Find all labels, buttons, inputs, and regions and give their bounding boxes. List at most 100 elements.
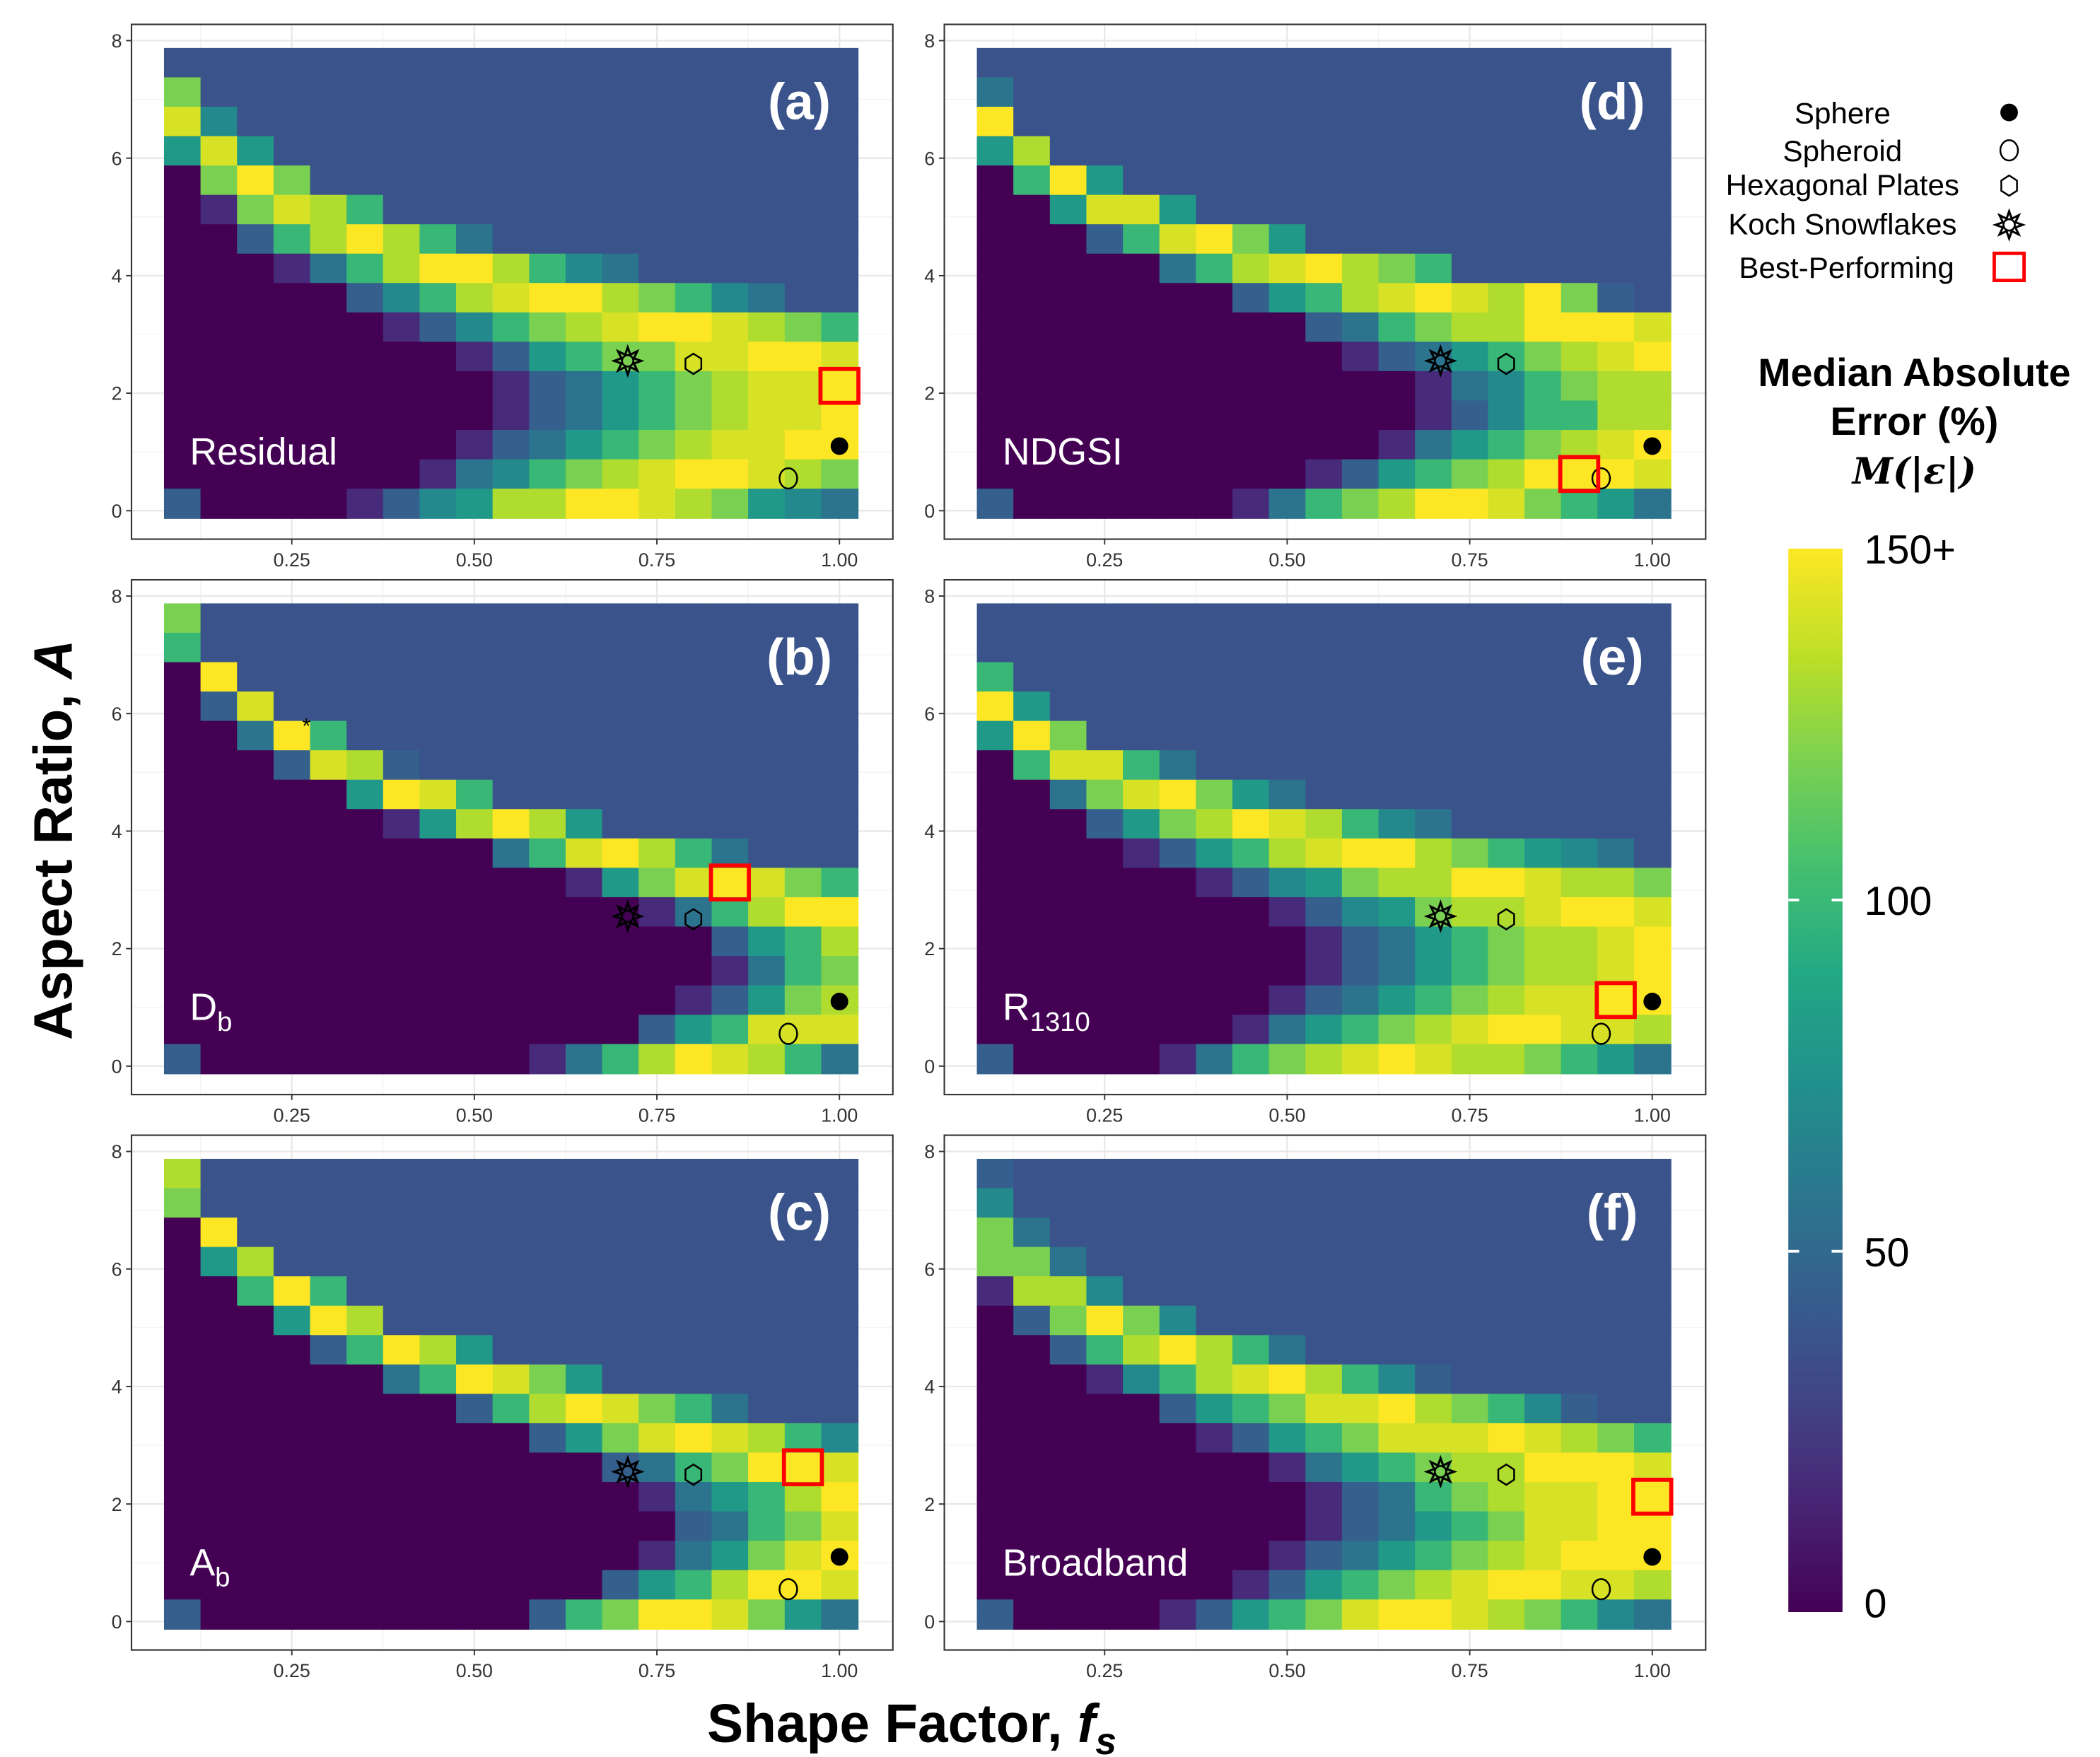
heatmap-cell [1378, 1511, 1416, 1542]
y-tick-label: 8 [924, 30, 935, 52]
heatmap-cell [1488, 1305, 1526, 1336]
heatmap-cell [163, 489, 202, 519]
x-axis-title-text: Shape Factor, [707, 1694, 1078, 1754]
heatmap-cell [200, 1599, 238, 1630]
heatmap-cell [602, 489, 640, 519]
heatmap-cell [638, 1218, 677, 1248]
heatmap-cell [1196, 1511, 1234, 1542]
heatmap-cell [1633, 1570, 1672, 1601]
heatmap-cell [1268, 1218, 1307, 1248]
heatmap-cell [273, 1335, 311, 1365]
heatmap-cell [1013, 47, 1051, 78]
heatmap-cell [1341, 194, 1379, 226]
heatmap-cell [163, 691, 202, 722]
heatmap-cell [346, 489, 384, 519]
heatmap-cell [346, 1218, 384, 1248]
heatmap-cell [237, 1015, 275, 1045]
heatmap-cell [976, 720, 1015, 752]
heatmap-cell [1305, 1247, 1343, 1278]
heatmap-cell [976, 1394, 1015, 1425]
heatmap-cell [675, 77, 713, 108]
marker-sphere [830, 437, 848, 455]
heatmap-cell [1123, 1364, 1160, 1395]
heatmap-cell [1086, 1423, 1124, 1454]
heatmap-cell [237, 632, 275, 663]
x-tick-label: 0.50 [456, 1104, 493, 1126]
heatmap-cell [821, 750, 859, 781]
heatmap-cell [383, 1599, 421, 1630]
heatmap-cell [1232, 194, 1270, 226]
heatmap-cell [1415, 489, 1452, 519]
heatmap-cell [1305, 632, 1343, 663]
heatmap-cell [1451, 1452, 1489, 1483]
heatmap-cell [1013, 868, 1051, 899]
heatmap-cell [1378, 1452, 1416, 1483]
heatmap-cell [529, 809, 567, 839]
heatmap-cell [1086, 779, 1124, 810]
heatmap-cell [529, 1044, 567, 1075]
heatmap-cell [1488, 1482, 1526, 1512]
heatmap-cell [1524, 1570, 1562, 1601]
y-tick-label: 6 [112, 148, 122, 169]
heatmap-cell [237, 342, 275, 373]
heatmap-cell [1633, 1482, 1672, 1512]
heatmap-cell [1451, 1188, 1489, 1219]
heatmap-cell [529, 779, 567, 810]
heatmap-cell [1597, 1511, 1635, 1542]
heatmap-cell [1196, 194, 1234, 226]
heatmap-cell [675, 1044, 713, 1075]
heatmap-cell [1415, 370, 1452, 402]
heatmap-cell [383, 136, 421, 167]
heatmap-cell [1159, 779, 1197, 810]
best-performing-box [1594, 981, 1637, 1020]
heatmap-cell [1378, 1423, 1416, 1454]
heatmap-cell [1633, 1335, 1672, 1365]
heatmap-cell [602, 136, 640, 167]
heatmap-cell [1415, 632, 1452, 663]
heatmap-cell [602, 632, 640, 663]
heatmap-cell [1561, 47, 1599, 78]
heatmap-cell [1268, 342, 1307, 373]
heatmap-cell [565, 370, 603, 402]
heatmap-cell [1524, 47, 1562, 78]
heatmap-cell [1305, 342, 1343, 373]
heatmap-cell [273, 632, 311, 663]
heatmap-cell [748, 106, 786, 137]
heatmap-cell [748, 1247, 786, 1278]
heatmap-cell [1488, 1541, 1526, 1571]
heatmap-cell [1561, 253, 1599, 284]
heatmap-cell [456, 868, 494, 899]
heatmap-cell [200, 1044, 238, 1075]
heatmap-cell [1196, 779, 1234, 810]
heatmap-cell [346, 838, 384, 869]
heatmap-cell [565, 1276, 603, 1307]
heatmap-cell [492, 1247, 530, 1278]
heatmap-cell [1524, 1541, 1562, 1571]
heatmap-cell [492, 106, 530, 137]
heatmap-cell [1451, 1305, 1489, 1336]
heatmap-cell [1086, 868, 1124, 899]
heatmap-cell [1196, 1335, 1234, 1365]
heatmap-cell [1049, 1335, 1087, 1365]
heatmap-cell [1451, 1541, 1489, 1571]
heatmap-cell [1524, 809, 1562, 839]
heatmap-cell [821, 632, 859, 663]
heatmap-cell [1196, 1599, 1234, 1630]
heatmap-cell [529, 224, 567, 255]
heatmap-cell [237, 1158, 275, 1189]
heatmap-cell [1488, 1247, 1526, 1278]
heatmap-cell [784, 1247, 822, 1278]
heatmap-cell [237, 312, 275, 343]
heatmap-cell [383, 1305, 421, 1336]
heatmap-cell [1524, 459, 1562, 490]
heatmap-cell [1451, 926, 1489, 957]
heatmap-cell [711, 224, 749, 255]
heatmap-cell [1159, 809, 1197, 839]
heatmap-cell [346, 750, 384, 781]
heatmap-cell [1232, 868, 1270, 899]
heatmap-cell [383, 77, 421, 108]
heatmap-cell [383, 1335, 421, 1365]
heatmap-cell [1049, 662, 1087, 693]
heatmap-cell [456, 1570, 494, 1601]
